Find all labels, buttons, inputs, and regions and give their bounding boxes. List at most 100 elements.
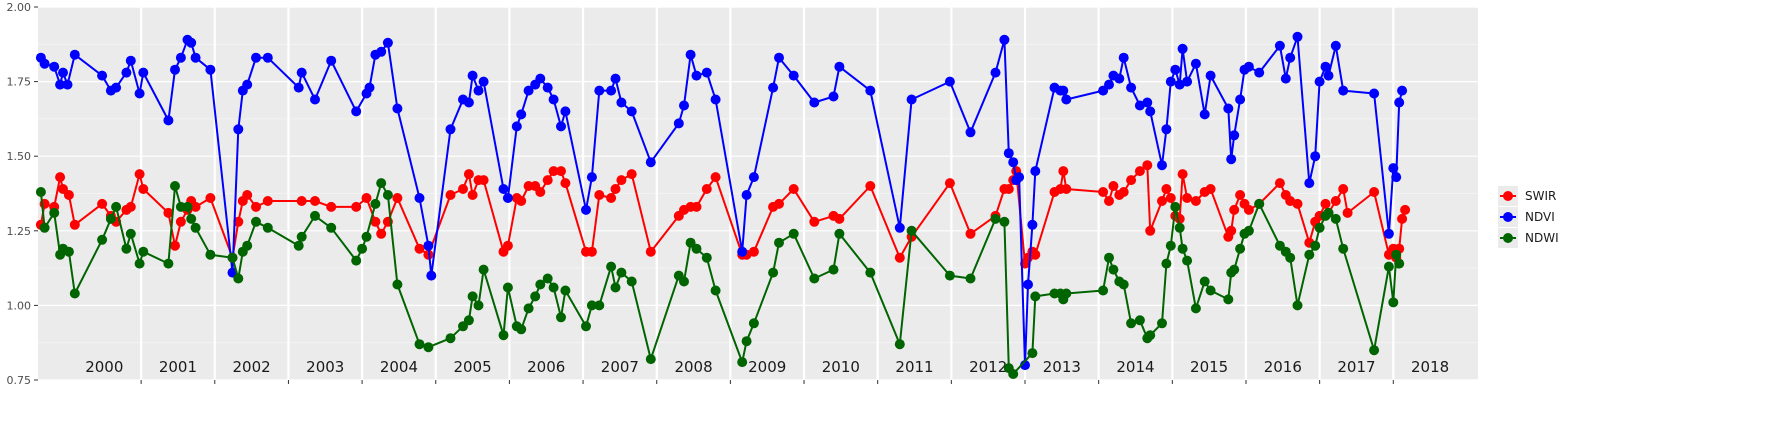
data-point xyxy=(1108,181,1119,191)
data-point xyxy=(138,67,149,78)
data-point xyxy=(673,118,684,129)
data-point xyxy=(1118,279,1129,290)
data-point xyxy=(205,249,216,260)
data-point xyxy=(606,193,617,203)
data-point xyxy=(170,240,180,251)
data-point xyxy=(1126,175,1137,186)
data-point xyxy=(445,190,456,200)
y-tick-label: 1.25 xyxy=(7,225,32,238)
data-point xyxy=(944,76,955,87)
data-point xyxy=(251,52,261,63)
data-point xyxy=(58,67,68,78)
data-point xyxy=(1323,207,1334,218)
data-point xyxy=(542,175,553,186)
data-point xyxy=(556,121,566,132)
data-point xyxy=(49,207,60,218)
data-point xyxy=(990,213,1001,224)
data-point xyxy=(1394,258,1405,269)
data-point xyxy=(163,258,174,269)
data-point xyxy=(1388,297,1399,308)
data-point xyxy=(1235,243,1246,254)
data-point xyxy=(1061,184,1072,194)
legend-key-point xyxy=(1503,191,1513,201)
data-point xyxy=(626,276,637,287)
data-point xyxy=(990,67,1001,78)
y-tick-label: 0.75 xyxy=(7,374,32,387)
data-point xyxy=(1145,330,1156,341)
data-point xyxy=(1142,160,1153,171)
data-point xyxy=(392,193,403,203)
data-point xyxy=(1397,213,1408,224)
data-point xyxy=(594,190,605,200)
data-point xyxy=(463,315,474,326)
data-point xyxy=(965,228,976,239)
data-point xyxy=(1142,97,1153,108)
data-point xyxy=(774,198,784,209)
data-point xyxy=(1314,222,1325,233)
data-point xyxy=(581,204,591,215)
data-point xyxy=(1274,178,1285,189)
data-point xyxy=(370,216,381,227)
data-point xyxy=(502,193,513,203)
data-point xyxy=(376,178,387,189)
data-point xyxy=(1126,318,1137,329)
data-point xyxy=(741,336,752,347)
data-point xyxy=(190,201,201,212)
data-point xyxy=(894,222,905,233)
data-point xyxy=(1369,187,1380,197)
data-point xyxy=(1199,109,1210,120)
data-point xyxy=(606,261,617,272)
data-point xyxy=(182,201,193,212)
data-point xyxy=(1170,201,1181,212)
data-point xyxy=(594,300,605,311)
data-point xyxy=(906,94,917,105)
data-point xyxy=(1182,193,1193,203)
legend-item-ndwi: NDWI xyxy=(1498,228,1559,248)
data-point xyxy=(467,190,478,200)
year-label: 2004 xyxy=(380,358,418,376)
year-label: 2018 xyxy=(1411,358,1449,376)
data-point xyxy=(1165,193,1176,203)
data-point xyxy=(478,264,489,275)
data-point xyxy=(1199,276,1210,287)
legend-item-swir: SWIR xyxy=(1498,186,1556,206)
data-point xyxy=(1383,261,1394,272)
data-point xyxy=(502,282,513,293)
year-label: 2000 xyxy=(85,358,123,376)
data-point xyxy=(691,70,702,81)
data-point xyxy=(458,184,468,194)
data-point xyxy=(205,193,216,203)
data-point xyxy=(262,222,273,233)
data-point xyxy=(63,190,74,200)
data-point xyxy=(1226,154,1237,165)
data-point xyxy=(1118,187,1129,197)
major-gridlines xyxy=(38,6,1478,381)
data-point xyxy=(55,172,66,183)
year-label: 2011 xyxy=(895,358,933,376)
data-point xyxy=(737,357,748,368)
data-point xyxy=(542,273,553,284)
data-point xyxy=(1274,40,1285,51)
data-point xyxy=(121,243,132,254)
data-point xyxy=(645,246,656,257)
data-point xyxy=(1114,73,1125,84)
data-point xyxy=(467,70,478,81)
data-point xyxy=(134,258,145,269)
data-point xyxy=(1205,184,1216,194)
data-point xyxy=(616,267,627,278)
data-point xyxy=(1157,160,1167,171)
data-point xyxy=(105,213,116,224)
data-point xyxy=(62,79,73,90)
year-label: 2008 xyxy=(674,358,712,376)
data-point xyxy=(581,321,591,332)
data-point xyxy=(701,184,712,194)
data-point xyxy=(121,67,132,78)
data-point xyxy=(610,73,621,84)
data-point xyxy=(175,216,186,227)
data-point xyxy=(35,187,46,197)
data-point xyxy=(376,46,387,57)
data-point xyxy=(1223,103,1234,114)
data-point xyxy=(516,196,527,206)
data-point xyxy=(357,243,368,254)
legend-label: NDWI xyxy=(1525,231,1559,245)
